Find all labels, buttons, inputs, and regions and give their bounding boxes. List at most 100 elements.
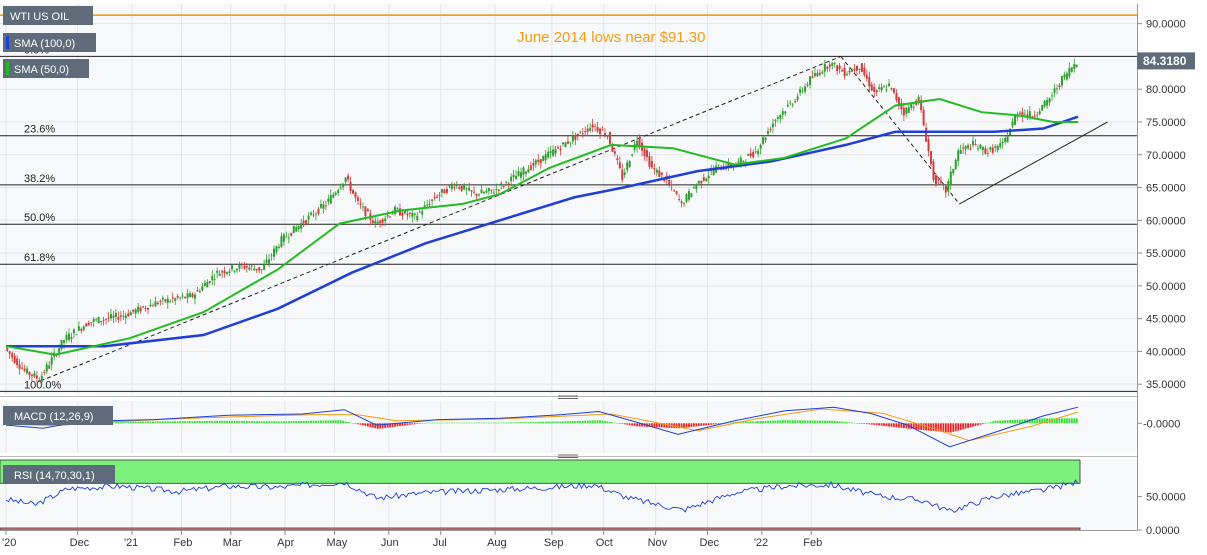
macd-histogram-bar — [900, 423, 903, 428]
macd-legend[interactable]: MACD (12,26,9) — [3, 406, 113, 425]
macd-histogram-bar — [1058, 418, 1061, 424]
macd-histogram-bar — [161, 421, 164, 424]
candle-body — [265, 259, 268, 263]
macd-histogram-bar — [497, 422, 500, 424]
candle-body — [221, 271, 224, 273]
sma100-legend[interactable]: SMA (100,0) — [3, 33, 96, 52]
candle-body — [954, 159, 957, 170]
macd-histogram-bar — [169, 421, 172, 424]
candle-body — [129, 312, 132, 316]
candle-body — [450, 184, 453, 189]
x-tick-label: May — [327, 537, 348, 549]
macd-histogram-bar — [801, 420, 804, 424]
macd-histogram-bar — [1014, 419, 1016, 424]
macd-histogram-bar — [176, 421, 179, 424]
candle-body — [675, 191, 678, 194]
macd-histogram-bar — [663, 423, 666, 428]
macd-histogram-bar — [1033, 418, 1036, 424]
candle-body — [608, 132, 611, 144]
candle-body — [40, 375, 43, 382]
macd-histogram-bar — [327, 420, 330, 424]
macd-histogram-bar — [641, 423, 643, 427]
candle-body — [413, 213, 416, 216]
candle-body — [97, 317, 100, 324]
macd-histogram-bar — [515, 422, 517, 424]
macd-histogram-bar — [838, 421, 841, 424]
macd-histogram-bar — [697, 423, 700, 427]
macd-histogram-bar — [221, 420, 224, 424]
macd-histogram-bar — [337, 420, 340, 424]
candle-body — [102, 319, 105, 321]
chart-title-label[interactable]: WTI US OIL — [3, 6, 93, 25]
macd-histogram-bar — [651, 423, 653, 428]
candle-body — [599, 128, 602, 135]
trend-line — [40, 55, 842, 382]
macd-histogram-bar — [715, 423, 718, 425]
candle-body — [949, 171, 952, 186]
candle-body — [63, 340, 66, 343]
macd-histogram-bar — [576, 420, 579, 424]
macd-histogram-bar — [821, 420, 824, 424]
macd-histogram-bar — [520, 422, 522, 424]
candle-body — [75, 334, 78, 336]
candle-body — [591, 124, 594, 128]
candle-body — [767, 130, 770, 135]
candle-body — [408, 212, 411, 214]
candle-body — [520, 172, 523, 178]
sma50-legend[interactable]: SMA (50,0) — [3, 59, 89, 78]
candle-body — [1068, 68, 1071, 77]
macd-histogram-bar — [157, 421, 159, 424]
macd-histogram-bar — [386, 423, 389, 428]
macd-histogram-bar — [1028, 419, 1031, 424]
candle-body — [134, 309, 137, 314]
macd-histogram-bar — [273, 421, 275, 424]
macd-histogram-bar — [764, 420, 767, 424]
candle-body — [411, 212, 414, 217]
candle-body — [240, 264, 243, 266]
macd-histogram-bar — [791, 420, 794, 424]
macd-histogram-bar — [991, 421, 994, 424]
panel-divider[interactable] — [0, 395, 1137, 399]
x-tick-label: '20 — [2, 537, 16, 549]
macd-histogram-bar — [1065, 418, 1068, 424]
candle-body — [416, 215, 419, 221]
macd-histogram-bar — [379, 423, 382, 429]
macd-histogram-bar — [389, 423, 391, 428]
candle-body — [398, 208, 401, 216]
macd-histogram-bar — [517, 422, 520, 424]
candle-body — [166, 298, 169, 304]
macd-histogram-bar — [932, 423, 935, 432]
candle-body — [179, 297, 182, 299]
x-tick-label: Mar — [223, 537, 242, 549]
candle-body — [270, 255, 273, 257]
panel-divider[interactable] — [0, 454, 1137, 458]
candle-body — [892, 88, 895, 93]
macd-histogram-bar — [290, 421, 293, 424]
candle-body — [332, 194, 335, 198]
macd-histogram-bar — [124, 421, 127, 424]
candle-body — [739, 157, 742, 164]
candle-body — [280, 236, 283, 247]
candle-body — [305, 220, 308, 224]
sma100-line — [6, 115, 1079, 348]
macd-histogram-bar — [473, 422, 475, 424]
candle-body — [996, 145, 999, 151]
x-tick-label: Nov — [648, 537, 668, 549]
candle-body — [223, 270, 226, 274]
moving-averages — [5, 97, 1079, 356]
candle-body — [1053, 88, 1056, 93]
rsi-legend[interactable]: RSI (14,70,30,1) — [3, 465, 115, 484]
candle-body — [359, 203, 362, 205]
macd-histogram-bar — [443, 422, 446, 424]
macd-histogram-bar — [542, 421, 545, 424]
candle-body — [1056, 88, 1059, 90]
candle-body — [117, 317, 120, 320]
candle-body — [396, 208, 399, 210]
candle-body — [888, 83, 891, 87]
macd-signal-line — [5, 408, 1079, 442]
candle-body — [181, 295, 184, 297]
candle-body — [43, 372, 46, 373]
macd-histogram-bar — [559, 421, 562, 424]
candle-body — [473, 191, 476, 193]
macd-histogram-bar — [144, 421, 147, 424]
